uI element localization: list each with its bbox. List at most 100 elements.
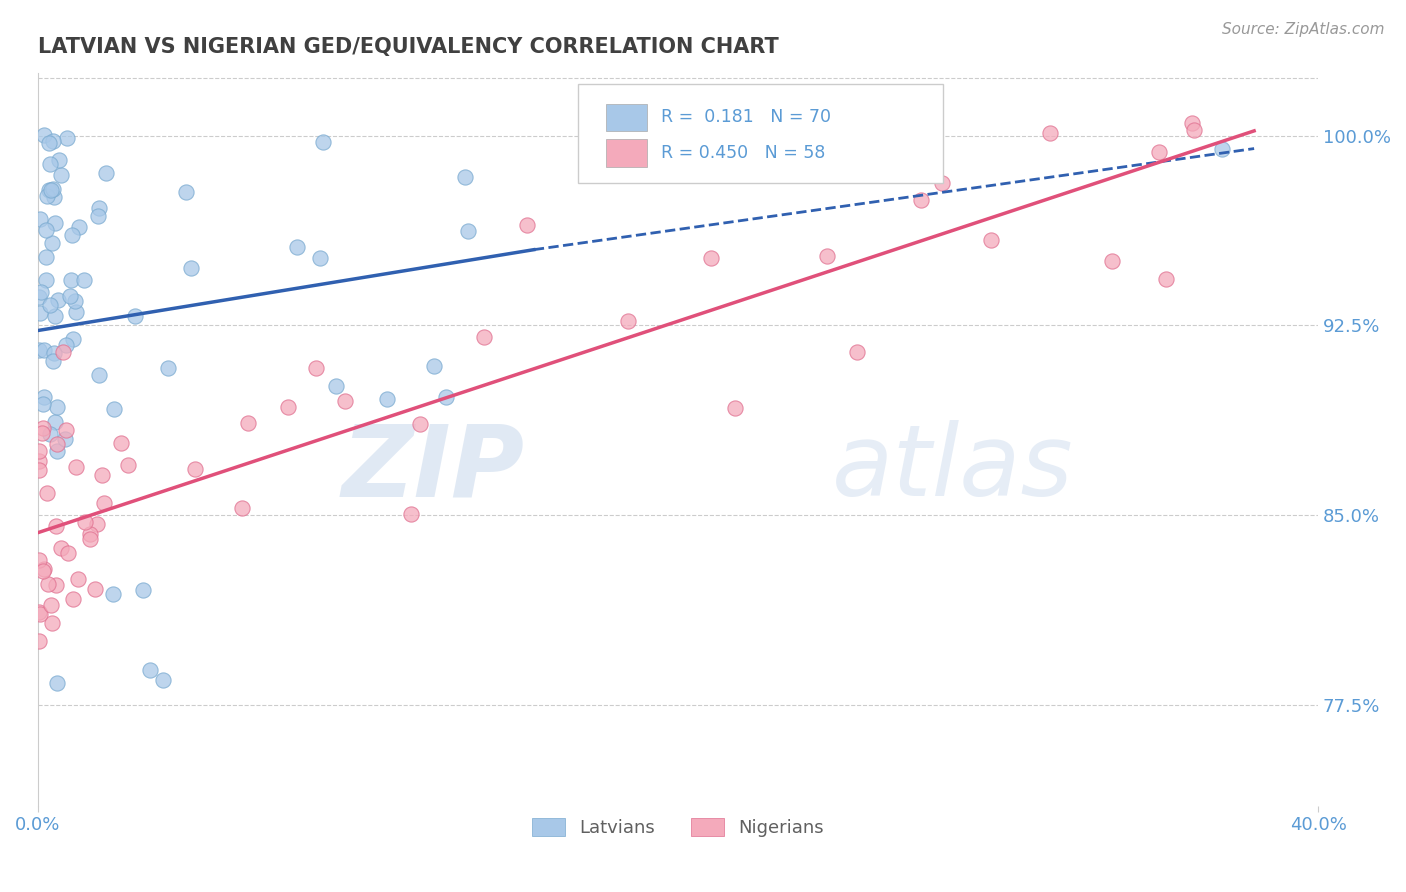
Point: [35, 486, 58, 500]
Point: [138, 663, 160, 677]
Point: [51, 169, 73, 183]
Point: [31, 564, 53, 578]
Point: [34, 343, 56, 358]
Point: [32, 420, 55, 434]
Point: [79, 527, 101, 541]
Point: [32, 128, 55, 142]
Point: [980, 233, 1002, 247]
Point: [60, 228, 83, 243]
Point: [700, 252, 723, 266]
Point: [117, 458, 139, 473]
Text: R = 0.450   N = 58: R = 0.450 N = 58: [661, 144, 825, 161]
Point: [28, 290, 51, 304]
Point: [73, 515, 96, 529]
Point: [63, 293, 86, 308]
FancyBboxPatch shape: [606, 139, 647, 167]
Point: [38, 298, 60, 312]
Point: [41, 236, 63, 251]
Point: [32, 391, 55, 405]
Point: [42, 354, 65, 368]
Point: [48, 153, 70, 168]
Point: [62, 592, 84, 607]
Point: [44, 519, 66, 533]
Point: [34, 272, 56, 286]
Point: [28, 453, 51, 467]
Point: [59, 288, 82, 302]
FancyBboxPatch shape: [578, 84, 943, 183]
Point: [423, 359, 446, 374]
Point: [91, 467, 114, 482]
Point: [409, 417, 432, 431]
Point: [1039, 126, 1062, 140]
Point: [1181, 116, 1204, 130]
Point: [86, 517, 108, 532]
Point: [277, 400, 299, 414]
Point: [31, 426, 53, 441]
Point: [56, 546, 79, 560]
Point: [65, 304, 87, 318]
Point: [87, 209, 110, 223]
Point: [38, 183, 60, 197]
Point: [312, 135, 335, 149]
Point: [516, 218, 538, 232]
Text: Source: ZipAtlas.com: Source: ZipAtlas.com: [1222, 22, 1385, 37]
Point: [46, 437, 69, 451]
Text: atlas: atlas: [831, 420, 1073, 517]
Point: [472, 330, 495, 344]
Point: [152, 673, 174, 687]
Point: [103, 401, 125, 416]
Point: [42, 346, 65, 360]
Point: [38, 136, 60, 151]
Point: [59, 273, 82, 287]
Point: [65, 460, 87, 475]
Point: [56, 131, 79, 145]
Point: [87, 201, 110, 215]
Point: [236, 416, 259, 430]
Point: [46, 444, 69, 458]
Point: [51, 541, 73, 556]
Point: [931, 176, 953, 190]
Point: [231, 501, 253, 516]
Point: [42, 134, 65, 148]
Point: [44, 415, 66, 429]
Point: [37, 577, 59, 591]
Point: [724, 401, 747, 415]
Point: [1211, 142, 1233, 156]
Point: [454, 170, 477, 185]
Point: [910, 193, 932, 207]
Point: [55, 338, 77, 352]
Point: [174, 185, 197, 199]
Point: [1101, 254, 1123, 268]
Legend: Latvians, Nigerians: Latvians, Nigerians: [524, 811, 831, 845]
Point: [89, 368, 111, 382]
Point: [28, 343, 51, 358]
Point: [44, 216, 66, 230]
Point: [180, 261, 202, 276]
Point: [52, 345, 75, 359]
Point: [183, 461, 205, 475]
Point: [39, 598, 62, 612]
Point: [67, 220, 90, 235]
Point: [103, 587, 125, 601]
Point: [55, 423, 77, 437]
Point: [110, 436, 132, 450]
Point: [46, 293, 69, 307]
Point: [32, 562, 55, 576]
Point: [1182, 123, 1205, 137]
Point: [41, 616, 63, 631]
Point: [39, 427, 62, 442]
Text: R =  0.181   N = 70: R = 0.181 N = 70: [661, 109, 831, 127]
Point: [28, 553, 51, 567]
Point: [1149, 145, 1171, 159]
Point: [457, 224, 479, 238]
Point: [30, 285, 52, 300]
Point: [83, 582, 105, 596]
Point: [44, 190, 66, 204]
Point: [1154, 272, 1177, 286]
Point: [45, 400, 67, 414]
Point: [93, 496, 115, 510]
Point: [375, 392, 398, 406]
Point: [124, 309, 146, 323]
Point: [157, 361, 180, 376]
Point: [28, 463, 51, 477]
